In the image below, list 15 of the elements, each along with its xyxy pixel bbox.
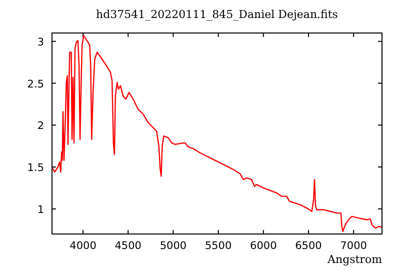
x-tick-label: 5500 [204, 240, 232, 252]
y-tick-label: 1.5 [27, 162, 44, 174]
y-tick-label: 2 [37, 120, 44, 132]
y-tick-label: 1 [37, 204, 44, 216]
y-tick-label: 2.5 [27, 78, 44, 90]
x-tick-label: 5000 [160, 240, 187, 252]
x-tick-label: 6000 [250, 240, 277, 252]
x-tick-label: 6500 [295, 240, 322, 252]
x-tick-label: 7000 [340, 240, 367, 252]
line-series [52, 34, 382, 232]
x-tick-label: 4500 [114, 240, 142, 252]
x-axis-title: Angstrom [326, 253, 383, 266]
y-tick-label: 3 [37, 36, 44, 48]
x-tick-label: 4000 [70, 240, 96, 252]
chart-title: hd37541_20220111_845_Daniel Dejean.fits [96, 8, 338, 21]
